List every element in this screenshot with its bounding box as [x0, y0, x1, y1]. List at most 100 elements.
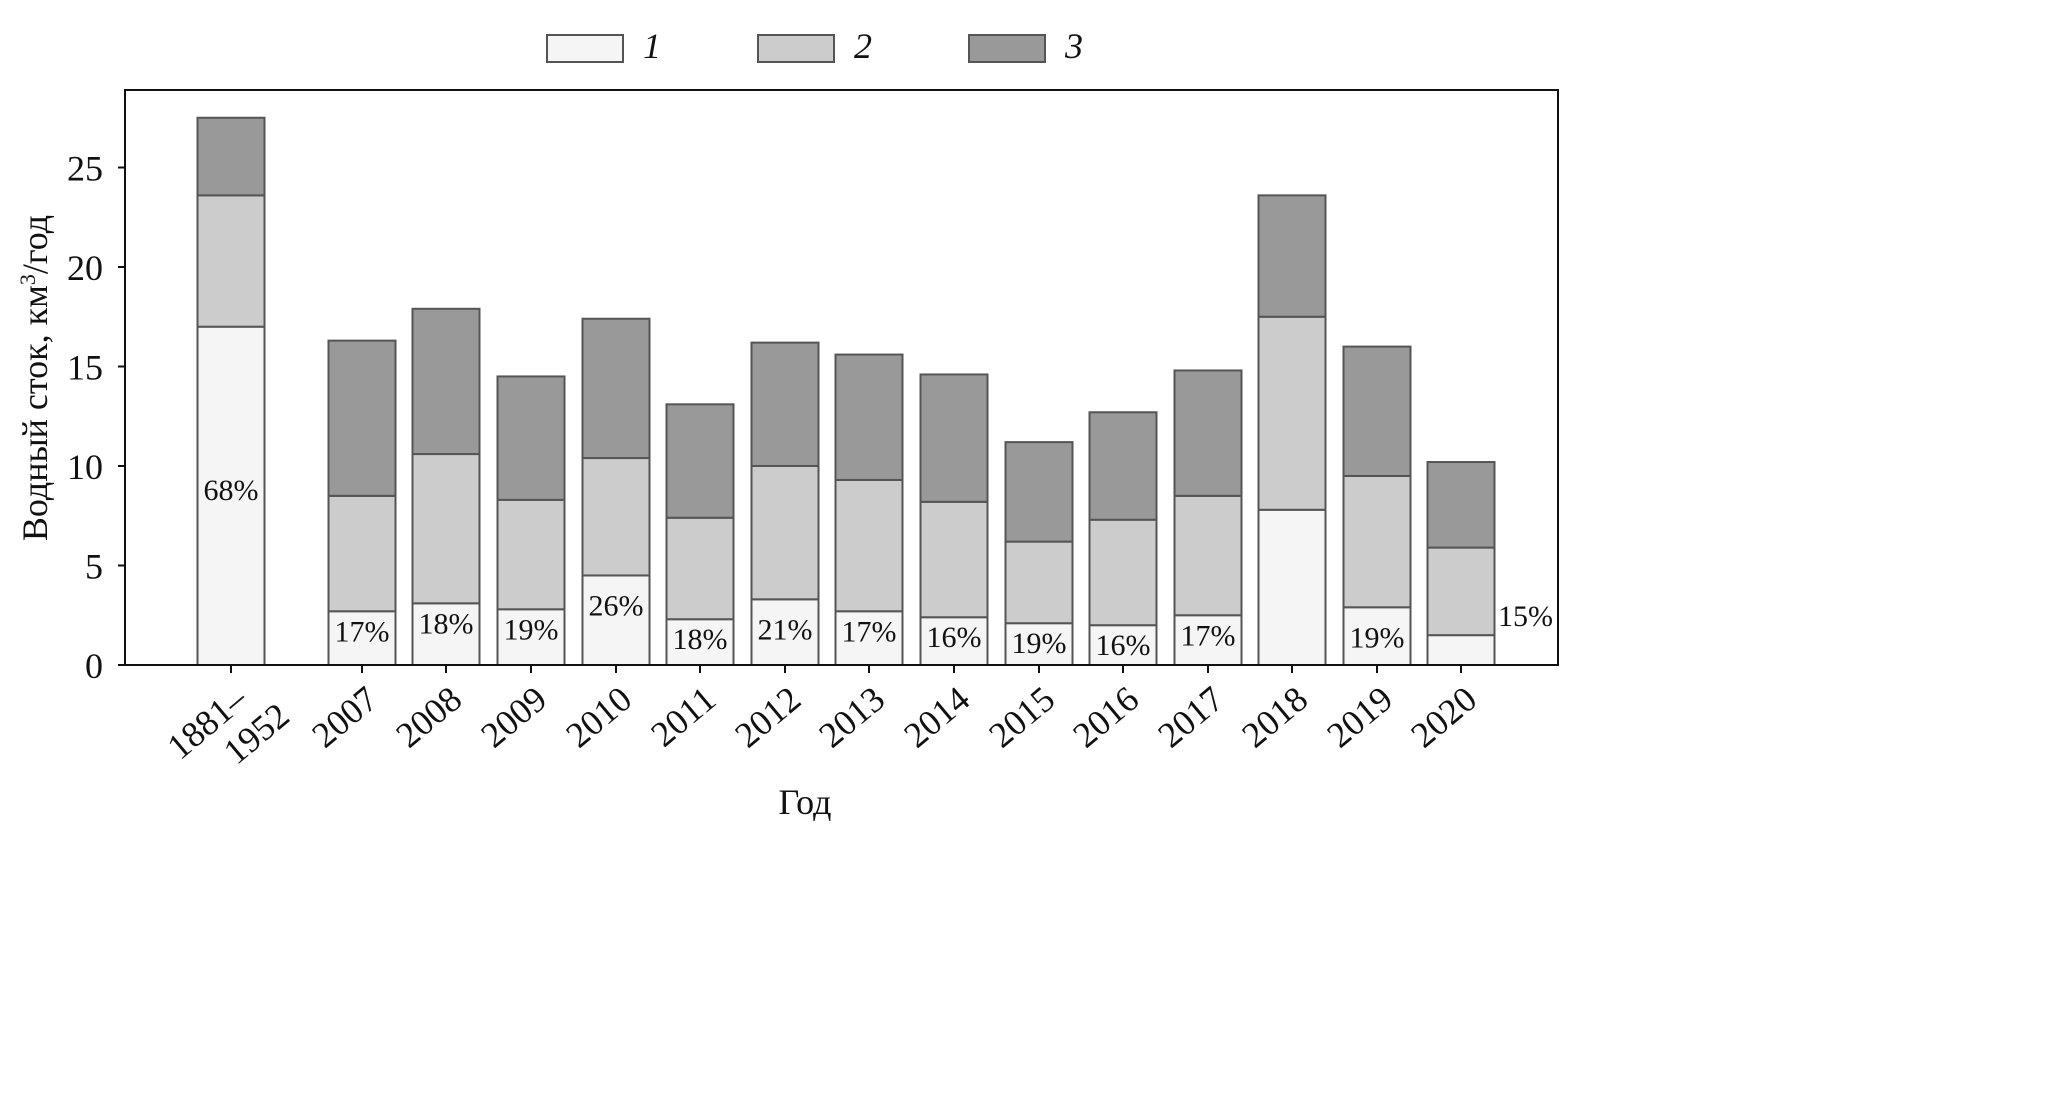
x-axis: 1881–1952 2007 2008 2009 2010 2011 2012 2013 201… — [159, 664, 1484, 797]
x-tick-label-12: 2018 — [1234, 678, 1315, 755]
bar-5-series-3 — [665, 403, 735, 519]
percent-label-8: 16% — [927, 621, 982, 654]
bar-1-series-1 — [327, 610, 397, 667]
x-tick-label-line: 2019 — [1319, 678, 1400, 755]
bar-12-series-2 — [1257, 315, 1327, 511]
bar-0-series-2 — [196, 194, 266, 328]
y-tick-label-25: 25 — [67, 149, 103, 189]
y-axis: 0 5 10 15 20 25 — [67, 149, 125, 686]
x-tick-label-4: 2010 — [558, 678, 639, 755]
bar-5-series-1 — [665, 618, 735, 666]
percent-label-10: 16% — [1096, 629, 1151, 662]
bar-1-series-2 — [327, 494, 397, 613]
bar-8-series-3 — [919, 373, 989, 503]
x-tick-label-6: 2012 — [727, 678, 808, 755]
y-axis-title: Водный сток, км3/год — [15, 215, 56, 541]
percent-label-5: 18% — [673, 623, 728, 656]
percent-label-3: 19% — [504, 613, 559, 646]
y-tick-label-0: 0 — [85, 646, 103, 686]
bar-7-series-3 — [834, 353, 904, 481]
percent-label-14: 15% — [1498, 600, 1553, 633]
bar-12-series-3 — [1257, 194, 1327, 318]
legend: 1 2 3 — [546, 26, 1083, 66]
x-tick-label-line: 2015 — [981, 678, 1062, 755]
legend-swatch-3 — [968, 34, 1046, 63]
x-tick-label-10: 2016 — [1065, 678, 1146, 755]
x-tick-label-line: 2007 — [304, 678, 385, 755]
percent-label-1: 17% — [335, 615, 390, 648]
x-axis-title: Год — [779, 782, 832, 822]
percent-label-13: 19% — [1350, 621, 1405, 654]
percent-label-7: 17% — [842, 615, 897, 648]
bar-9-series-3 — [1004, 441, 1074, 543]
x-tick-label-line: 2013 — [811, 678, 892, 755]
x-tick-label-3: 2009 — [473, 678, 554, 755]
x-tick-label-line: 2020 — [1403, 678, 1484, 755]
legend-swatch-2 — [757, 34, 835, 63]
bar-6-series-1 — [750, 598, 820, 667]
y-tick-label-15: 15 — [67, 348, 103, 388]
bar-6-series-2 — [750, 465, 820, 601]
x-tick-label-line: 2011 — [643, 678, 723, 754]
x-tick-label-11: 2017 — [1150, 678, 1231, 755]
percent-label-6: 21% — [758, 613, 813, 646]
percent-labels: 68% 17% 18% 19% 26% 18% 21% 17% 16% 19% 16% 17% 19% 1… — [204, 474, 1554, 662]
x-tick-label-5: 2011 — [643, 678, 723, 754]
bars — [125, 116, 1558, 667]
legend-label-3: 3 — [1064, 26, 1083, 66]
y-axis-title-main: Водный сток, км — [15, 285, 55, 541]
bar-11-series-3 — [1173, 369, 1243, 497]
bar-10-series-1 — [1088, 624, 1158, 667]
stacked-bar-chart: 1 2 3 0 5 10 15 20 25 68% 17% 18% 19% 26% 18% 21% 17% 1… — [15, 26, 1559, 822]
x-tick-label-line: 2009 — [473, 678, 554, 755]
legend-label-1: 1 — [643, 26, 661, 66]
x-tick-label-line: 2008 — [388, 678, 469, 755]
y-tick-label-20: 20 — [67, 248, 103, 288]
bar-10-series-2 — [1088, 518, 1158, 627]
x-tick-label-7: 2013 — [811, 678, 892, 755]
bar-13-series-3 — [1342, 345, 1412, 477]
legend-swatch-1 — [546, 34, 624, 63]
legend-label-2: 2 — [854, 26, 872, 66]
x-tick-label-line: 2018 — [1234, 678, 1315, 755]
x-tick-label-13: 2019 — [1319, 678, 1400, 755]
percent-label-0: 68% — [204, 474, 259, 507]
bar-2-series-3 — [411, 307, 481, 456]
bar-12-series-1 — [1257, 508, 1327, 666]
bar-2-series-2 — [411, 453, 481, 605]
bar-14-series-1 — [1426, 634, 1496, 667]
x-tick-label-line: 2014 — [896, 678, 977, 755]
bar-9-series-2 — [1004, 540, 1074, 625]
bar-11-series-2 — [1173, 494, 1243, 617]
bar-6-series-3 — [750, 341, 820, 467]
x-tick-label-14: 2020 — [1403, 678, 1484, 755]
bar-4-series-3 — [581, 317, 651, 460]
y-tick-label-5: 5 — [85, 547, 103, 587]
bar-0-series-3 — [196, 116, 266, 197]
bar-1-series-3 — [327, 339, 397, 497]
bar-14-series-3 — [1426, 461, 1496, 549]
x-tick-label-2: 2008 — [388, 678, 469, 755]
bar-7-series-2 — [834, 478, 904, 613]
y-axis-title-sup: 3 — [15, 274, 40, 285]
percent-label-9: 19% — [1012, 627, 1067, 660]
x-tick-label-8: 2014 — [896, 678, 977, 755]
x-tick-label-line: 2010 — [558, 678, 639, 755]
x-tick-label-0: 1881–1952 — [159, 664, 296, 797]
bar-13-series-2 — [1342, 474, 1412, 609]
x-tick-label-1: 2007 — [304, 678, 385, 755]
bar-3-series-2 — [496, 498, 566, 611]
bar-14-series-2 — [1426, 546, 1496, 637]
bar-7-series-1 — [834, 610, 904, 667]
percent-label-2: 18% — [419, 607, 474, 640]
y-axis-title-tail: /год — [15, 215, 55, 274]
chart: 1 2 3 0 5 10 15 20 25 68% 17% 18% 19% 26% 18% 21% 17% 1… — [15, 26, 1559, 822]
x-tick-label-line: 2016 — [1065, 678, 1146, 755]
percent-label-11: 17% — [1181, 619, 1236, 652]
x-tick-label-line: 2012 — [727, 678, 808, 755]
bar-3-series-3 — [496, 375, 566, 501]
bar-5-series-2 — [665, 516, 735, 621]
x-tick-label-9: 2015 — [981, 678, 1062, 755]
percent-label-4: 26% — [589, 589, 644, 622]
bar-10-series-3 — [1088, 411, 1158, 521]
